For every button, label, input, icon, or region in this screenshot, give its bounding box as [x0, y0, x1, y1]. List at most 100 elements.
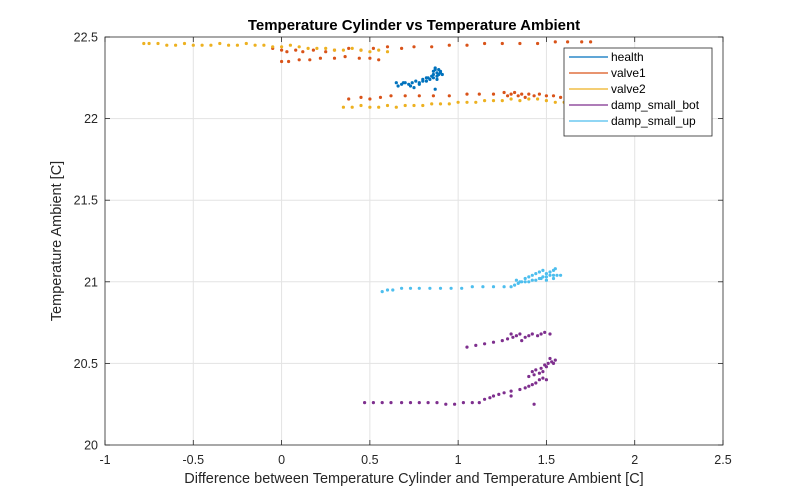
data-point — [363, 401, 367, 405]
data-point — [541, 376, 545, 380]
data-point — [324, 46, 328, 51]
data-point — [523, 95, 527, 99]
data-point — [426, 401, 430, 405]
data-point — [546, 361, 550, 365]
data-point — [377, 48, 381, 52]
data-point — [156, 41, 160, 46]
data-point — [400, 401, 404, 405]
data-point — [553, 100, 557, 104]
data-point — [534, 272, 538, 276]
data-point — [555, 273, 559, 277]
data-point — [412, 86, 416, 90]
data-point — [200, 43, 204, 47]
data-point — [287, 59, 291, 64]
data-point — [551, 273, 556, 277]
data-point — [385, 103, 390, 108]
data-point — [308, 58, 312, 62]
data-point — [431, 94, 435, 98]
data-point — [483, 99, 487, 103]
data-point — [414, 79, 418, 83]
data-point — [465, 345, 469, 349]
data-point — [543, 363, 547, 367]
legend-label: damp_small_up — [611, 114, 696, 128]
data-point — [481, 285, 485, 289]
data-point — [477, 401, 481, 405]
data-point — [491, 92, 496, 96]
data-point — [509, 97, 513, 101]
data-point — [165, 43, 169, 47]
data-point — [324, 50, 328, 54]
data-point — [536, 41, 540, 46]
data-point — [301, 50, 305, 54]
data-point — [483, 342, 487, 346]
data-point — [470, 285, 474, 289]
data-point — [491, 285, 496, 289]
data-point — [318, 56, 322, 60]
data-point — [421, 103, 425, 108]
data-point — [359, 48, 363, 52]
x-tick-label: 0 — [278, 453, 285, 467]
data-point — [394, 105, 398, 109]
data-point — [253, 43, 257, 47]
data-point — [456, 100, 460, 104]
data-point — [553, 267, 557, 271]
data-point — [520, 92, 524, 96]
data-point — [514, 278, 519, 282]
data-point — [532, 402, 536, 406]
data-point — [513, 283, 517, 287]
data-point — [527, 334, 531, 338]
data-point — [341, 48, 345, 52]
legend-label: health — [611, 50, 644, 64]
data-point — [294, 48, 298, 52]
data-point — [347, 97, 351, 101]
data-point — [424, 76, 428, 80]
data-point — [385, 50, 390, 54]
data-point — [509, 92, 513, 96]
data-point — [509, 285, 513, 289]
data-point — [532, 94, 536, 98]
data-point — [347, 46, 351, 51]
data-point — [438, 286, 443, 290]
data-point — [518, 387, 522, 392]
data-point — [534, 368, 538, 372]
x-tick-label: 2 — [631, 453, 638, 467]
data-point — [534, 278, 538, 282]
data-point — [385, 288, 390, 292]
data-point — [518, 280, 522, 284]
data-point — [509, 332, 513, 336]
data-point — [391, 288, 395, 292]
data-point — [518, 41, 522, 46]
data-point — [444, 402, 448, 406]
data-point — [518, 332, 522, 336]
data-point — [537, 378, 542, 382]
data-point — [235, 43, 239, 47]
data-point — [191, 43, 195, 47]
data-point — [589, 40, 593, 44]
data-point — [280, 59, 284, 64]
y-tick-label: 21 — [84, 275, 98, 289]
data-point — [530, 332, 534, 336]
data-point — [483, 397, 487, 401]
data-point — [500, 41, 504, 46]
series-damp-small-up — [380, 267, 563, 294]
data-point — [371, 46, 375, 51]
legend: health valve1 valve2 damp_small_bot damp_sma… — [563, 47, 713, 137]
x-tick-label: -0.5 — [183, 453, 205, 467]
data-point — [428, 77, 432, 81]
data-point — [477, 92, 481, 96]
data-point — [403, 94, 407, 98]
data-point — [378, 95, 383, 99]
y-tick-label: 21.5 — [74, 194, 98, 208]
data-point — [551, 276, 556, 281]
data-point — [497, 392, 501, 396]
data-point — [350, 105, 354, 109]
series-damp-small-bot — [363, 330, 557, 406]
series-valve1 — [271, 40, 593, 101]
data-point — [396, 84, 400, 88]
data-point — [536, 97, 540, 101]
data-point — [368, 56, 372, 60]
data-point — [389, 94, 393, 98]
data-point — [380, 401, 384, 405]
data-point — [474, 100, 478, 104]
